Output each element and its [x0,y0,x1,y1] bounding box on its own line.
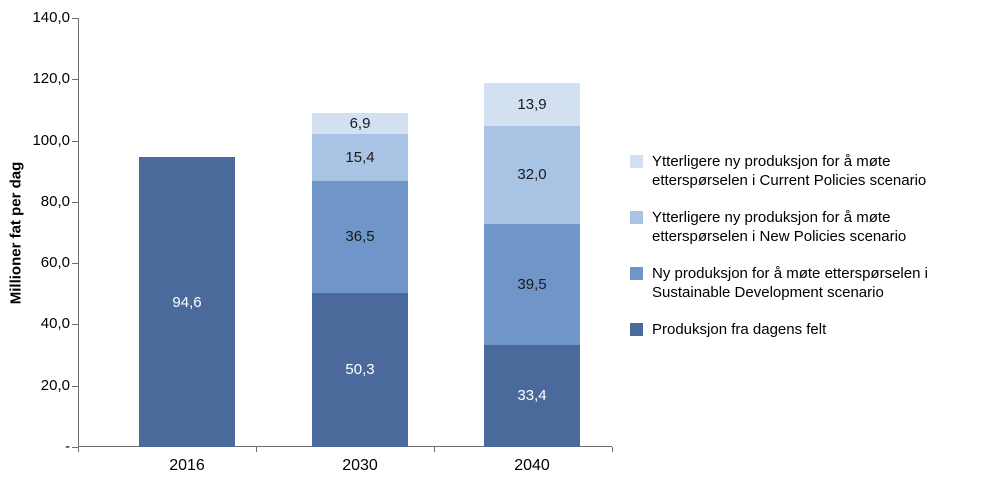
x-axis-category-label: 2040 [514,457,550,474]
y-tick-label: 40,0 [40,315,70,333]
legend: Ytterligere ny produksjon for å møte ett… [630,152,990,357]
y-tick-mark [72,201,78,203]
bar-segment: 39,5 [484,223,580,345]
x-axis-category-label: 2030 [342,457,378,474]
y-axis-title: Millioner fat per dag [7,161,25,305]
bar-value-label: 15,4 [345,148,375,166]
bar-value-label: 50,3 [345,361,375,379]
legend-item: Produksjon fra dagens felt [630,320,990,339]
bar-2030: 50,3 36,5 15,4 6,9 [312,112,408,447]
bar-segment: 32,0 [484,125,580,224]
bar-2040: 33,4 39,5 32,0 13,9 [484,83,580,447]
legend-swatch [630,267,643,281]
bar-value-label: 32,0 [517,166,547,184]
y-tick-label: 120,0 [32,70,70,88]
y-tick-mark [72,447,78,448]
x-tick-mark [434,447,435,452]
bar-value-label: 33,4 [517,387,547,405]
y-tick-label: - [65,438,70,455]
legend-label: Produksjon fra dagens felt [652,321,827,339]
legend-swatch [630,155,643,168]
y-tick-label: 100,0 [32,131,70,149]
legend-label: Ytterligere ny produksjon for å møte ett… [652,209,907,246]
y-tick-label: 60,0 [40,254,70,272]
y-tick-mark [72,140,78,142]
bar-segment: 50,3 [312,292,408,447]
x-tick-mark [256,447,257,452]
y-tick-mark [72,79,78,81]
y-tick-label: 80,0 [40,192,70,210]
bar-segment: 13,9 [484,83,580,126]
y-tick-label: 20,0 [40,376,70,394]
y-tick-mark [72,18,78,19]
bar-segment: 15,4 [312,133,408,182]
bar-value-label: 13,9 [517,95,547,113]
y-tick-mark [72,324,78,326]
y-tick-mark [72,263,78,265]
x-tick-mark [612,447,613,452]
bar-segment: 33,4 [484,344,580,447]
legend-item: Ytterligere ny produksjon for å møte ett… [630,152,990,190]
bar-segment: 94,6 [139,157,235,447]
bar-2016: 94,6 [139,157,235,447]
x-axis-category-label: 2016 [169,457,205,474]
bar-value-label: 6,9 [349,114,371,132]
legend-label: Ny produksjon for å møte etterspørselen … [652,265,928,302]
legend-label: Ytterligere ny produksjon for å møte ett… [652,153,927,190]
legend-swatch [630,323,643,337]
bar-value-label: 94,6 [172,293,202,311]
y-tick-label: 140,0 [32,9,70,26]
legend-swatch [630,211,643,225]
y-tick-mark [72,385,78,387]
x-tick-mark [78,447,79,452]
bar-value-label: 36,5 [345,228,375,246]
bar-segment: 36,5 [312,181,408,293]
legend-item: Ytterligere ny produksjon for å møte ett… [630,208,990,246]
bar-segment: 6,9 [312,112,408,134]
legend-item: Ny produksjon for å møte etterspørselen … [630,264,990,302]
bar-value-label: 39,5 [517,275,547,293]
